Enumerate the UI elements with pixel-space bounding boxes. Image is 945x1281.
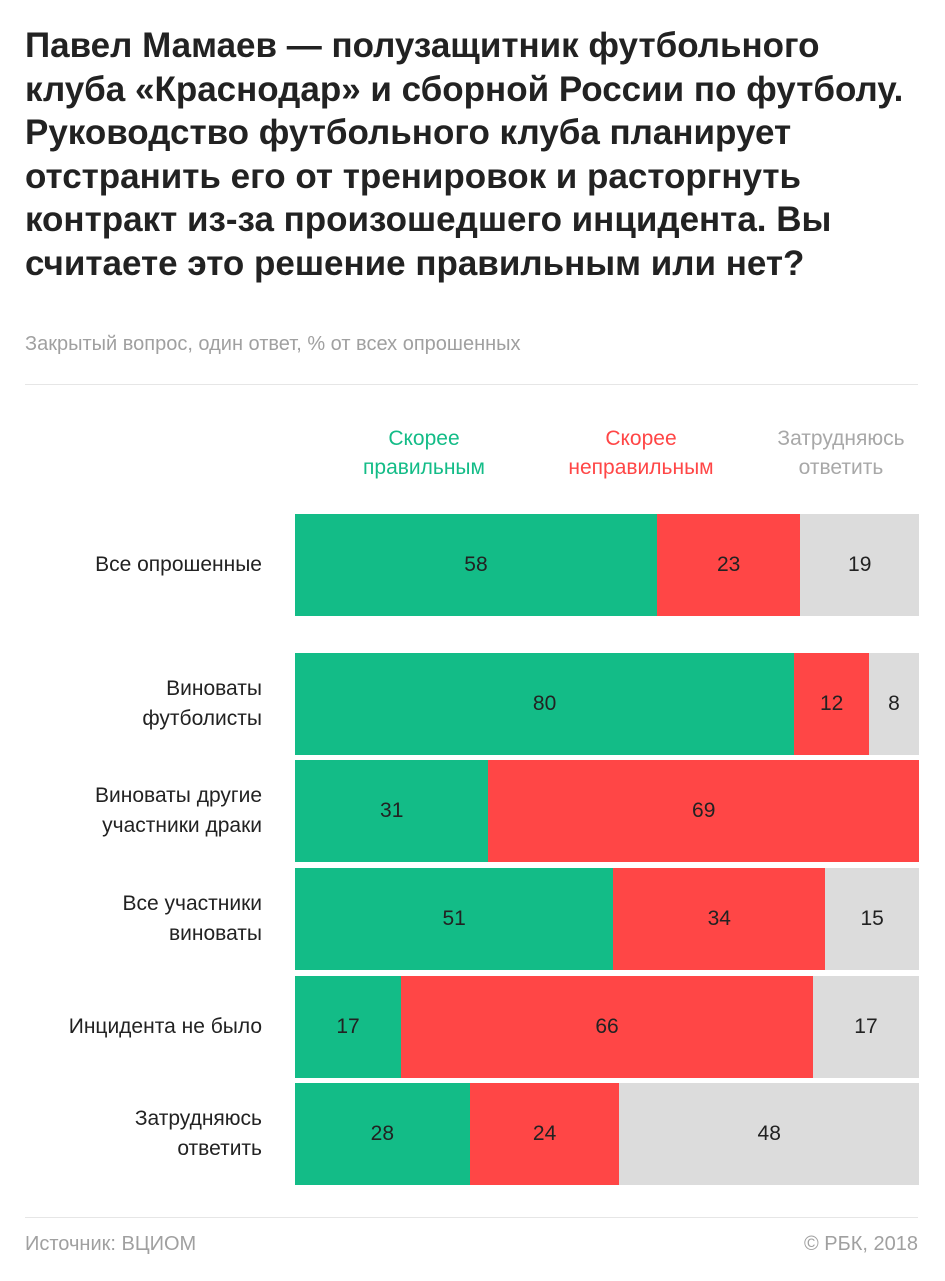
- bar-segment: 15: [825, 868, 919, 970]
- bar-row: 31 69: [295, 760, 919, 862]
- legend-label-line: Скорее: [388, 427, 460, 450]
- data-label: 31: [380, 799, 404, 822]
- bar-segment: 31: [295, 760, 489, 862]
- chart-title: Павел Мамаев — полузащитник футбольного …: [25, 26, 904, 283]
- legend-item: Скорее неправильным: [546, 424, 736, 482]
- category-label-line: футболисты: [142, 707, 262, 730]
- bar-segment: 17: [295, 976, 402, 1078]
- bar-segment: 19: [800, 514, 919, 616]
- category-label: Все участники виноваты: [0, 868, 262, 970]
- category-label-line: Виноваты: [166, 677, 262, 700]
- bar-row: 58 23 19: [295, 514, 919, 616]
- legend-label-line: Затрудняюсь: [777, 427, 905, 450]
- legend-label-line: Скорее: [605, 427, 677, 450]
- category-label: Все опрошенные: [0, 514, 262, 616]
- category-label: Инцидента не было: [0, 976, 262, 1078]
- legend-item: Затрудняюсь ответить: [746, 424, 936, 482]
- legend-label-line: неправильным: [568, 456, 714, 479]
- bar-row: 17 66 17: [295, 976, 919, 1078]
- bar-segment: 12: [794, 653, 870, 755]
- category-label: Виноваты другие участники драки: [0, 760, 262, 862]
- category-label-line: Все участники: [122, 892, 262, 915]
- bar-row: 80 12 8: [295, 653, 919, 755]
- category-label-line: Инцидента не было: [68, 1015, 262, 1038]
- bar-segment: 80: [295, 653, 795, 755]
- data-label: 17: [336, 1015, 360, 1038]
- data-label: 66: [595, 1015, 619, 1038]
- category-label: Затрудняюсь ответить: [0, 1083, 262, 1185]
- bar-segment: 66: [401, 976, 813, 1078]
- category-label-line: участники драки: [102, 814, 262, 837]
- bar-row: 51 34 15: [295, 868, 919, 970]
- bottom-divider: [25, 1217, 918, 1218]
- data-label: 28: [370, 1122, 395, 1145]
- bar-segment: 28: [295, 1083, 470, 1185]
- top-divider: [25, 384, 918, 385]
- bar-segment: 24: [469, 1083, 620, 1185]
- data-label: 24: [532, 1122, 557, 1145]
- legend-label-line: правильным: [363, 456, 485, 479]
- data-label: 12: [819, 692, 844, 715]
- data-label: 8: [888, 692, 900, 715]
- bar-segment: 58: [295, 514, 657, 616]
- bar-row: 28 24 48: [295, 1083, 919, 1185]
- category-label-line: Все опрошенные: [95, 553, 262, 576]
- legend-item: Скорее правильным: [329, 424, 519, 482]
- data-label: 15: [860, 907, 884, 930]
- data-label: 34: [707, 907, 731, 930]
- data-label: 80: [532, 692, 557, 715]
- category-label-line: Затрудняюсь: [134, 1107, 262, 1130]
- data-label: 23: [716, 553, 741, 576]
- source-note: Источник: ВЦИОМ: [25, 1233, 197, 1255]
- bar-segment: 48: [619, 1083, 919, 1185]
- data-label: 48: [757, 1122, 781, 1145]
- category-label-line: Виноваты другие: [95, 784, 262, 807]
- data-label: 58: [464, 553, 488, 576]
- bar-segment: 23: [656, 514, 801, 616]
- copyright: © РБК, 2018: [803, 1233, 918, 1255]
- bar-segment: 34: [613, 868, 826, 970]
- data-label: 69: [692, 799, 716, 822]
- bar-segment: 17: [812, 976, 919, 1078]
- legend-label-line: ответить: [798, 456, 884, 479]
- bar-segment: 51: [295, 868, 614, 970]
- chart-subtitle: Закрытый вопрос, один ответ, % от всех о…: [25, 333, 521, 355]
- bar-segment: 8: [869, 653, 919, 755]
- bar-segment: 69: [488, 760, 919, 862]
- data-label: 51: [442, 907, 466, 930]
- data-label: 19: [848, 553, 872, 576]
- category-label-line: ответить: [177, 1137, 262, 1160]
- data-label: 17: [854, 1015, 878, 1038]
- category-label-line: виноваты: [168, 922, 262, 945]
- category-label: Виноваты футболисты: [0, 653, 262, 755]
